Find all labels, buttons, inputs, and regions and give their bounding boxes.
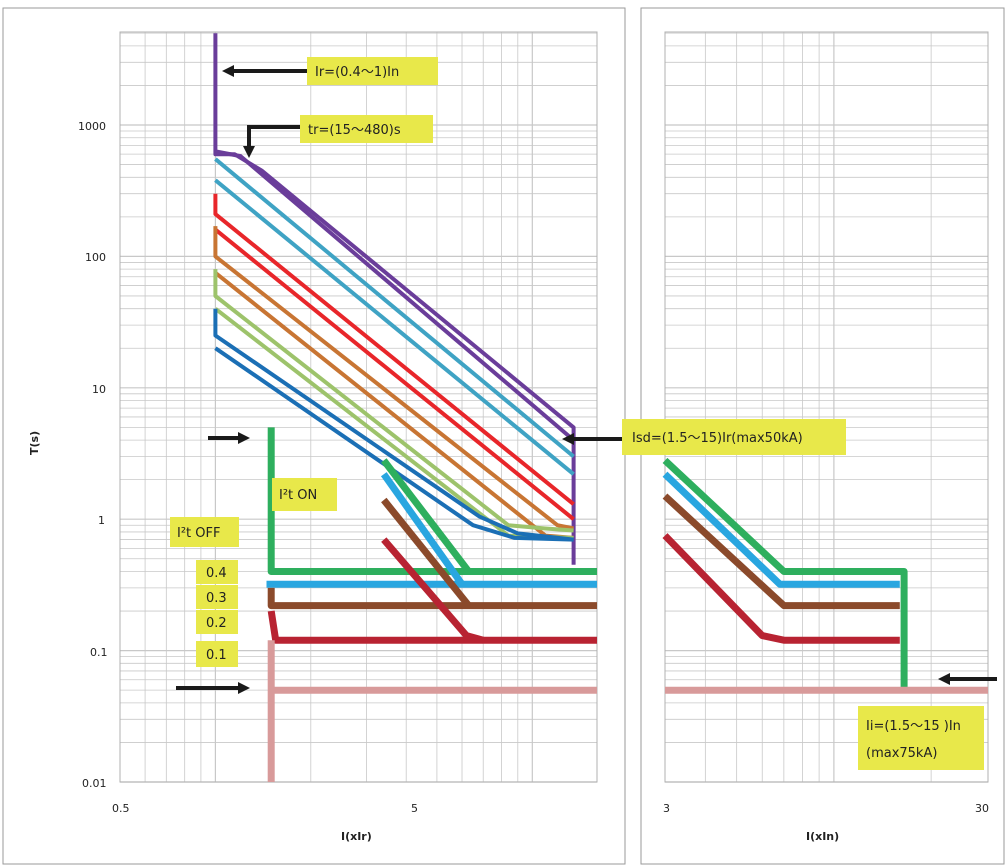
x-tick-label: 5 — [411, 802, 418, 815]
y-tick-labels: 1000 100 10 1 0.1 0.01 — [78, 120, 108, 790]
y-tick-label: 100 — [85, 251, 106, 264]
series-line — [215, 149, 575, 442]
right-series — [662, 457, 988, 694]
ii-label-line1: Ii=(1.5～15 )In — [866, 719, 961, 734]
t01-label: 0.1 — [206, 648, 227, 663]
i2t-on-label: I²t ON — [279, 488, 317, 503]
series-line — [214, 228, 575, 521]
i2t-off-arrow — [176, 682, 250, 694]
ii-label-box — [858, 706, 984, 770]
series-line — [662, 533, 900, 644]
isd-arrow — [562, 433, 622, 445]
i2t-off-label-box — [170, 517, 239, 547]
series-line — [267, 427, 597, 575]
series-line — [214, 157, 575, 459]
series-line — [214, 178, 575, 476]
plot-area-border — [664, 31, 989, 783]
y-tick-label: 0.01 — [82, 777, 107, 790]
ir-arrow — [222, 65, 307, 77]
right-grid — [664, 31, 989, 783]
x-tick-label: 3 — [663, 802, 670, 815]
tr-label-box — [300, 115, 433, 143]
ii-arrow — [938, 673, 997, 685]
x-tick-labels: 0.5 5 3 30 — [112, 802, 989, 815]
ir-label-box — [307, 57, 438, 85]
series-line — [662, 493, 900, 610]
t03-label: 0.3 — [206, 591, 227, 606]
series-line — [381, 458, 472, 574]
plot-area-border — [119, 31, 598, 783]
series-line — [381, 537, 485, 644]
t04-label: 0.4 — [206, 566, 227, 581]
series-line — [380, 472, 465, 587]
isd-label: Isd=(1.5～15)Ir(max50kA) — [632, 431, 803, 446]
t02-label-box — [196, 610, 238, 634]
series-line — [662, 471, 900, 588]
x-axis-title-right: I(xIn) — [806, 830, 839, 843]
series-line — [267, 587, 597, 610]
annotations: Ir=(0.4～1)In tr=(15～480)s Isd=(1.5～15)Ir… — [170, 57, 984, 770]
y-tick-label: 10 — [92, 383, 106, 396]
i2t-off-label: I²t OFF — [177, 526, 220, 541]
y-tick-label: 1000 — [78, 120, 106, 133]
tr-arrow — [243, 125, 300, 158]
series-line — [214, 346, 574, 542]
arrows — [176, 65, 997, 694]
ii-label-line2: (max75kA) — [866, 746, 937, 761]
t03-label-box — [196, 585, 238, 609]
y-axis-title: T(s) — [28, 431, 41, 455]
i2t-on-label-box — [272, 478, 337, 511]
series-line — [213, 193, 575, 506]
t01-label-box — [196, 641, 238, 667]
series-line — [213, 269, 574, 533]
x-tick-label: 30 — [975, 802, 989, 815]
tr-label: tr=(15～480)s — [308, 123, 401, 138]
series-line — [267, 610, 597, 644]
left-series — [213, 33, 597, 782]
isd-label-box — [622, 419, 846, 455]
series-line — [662, 457, 908, 691]
t04-label-box — [196, 560, 238, 584]
x-axis-title-left: I(xIr) — [341, 830, 372, 843]
y-tick-label: 1 — [98, 514, 105, 527]
y-tick-label: 0.1 — [90, 646, 108, 659]
x-tick-label: 0.5 — [112, 802, 130, 815]
ir-label: Ir=(0.4～1)In — [315, 65, 399, 80]
series-line — [381, 497, 472, 608]
i2t-on-arrow — [208, 432, 250, 444]
t02-label: 0.2 — [206, 616, 227, 631]
series-line — [213, 308, 574, 542]
series-line — [213, 226, 574, 531]
